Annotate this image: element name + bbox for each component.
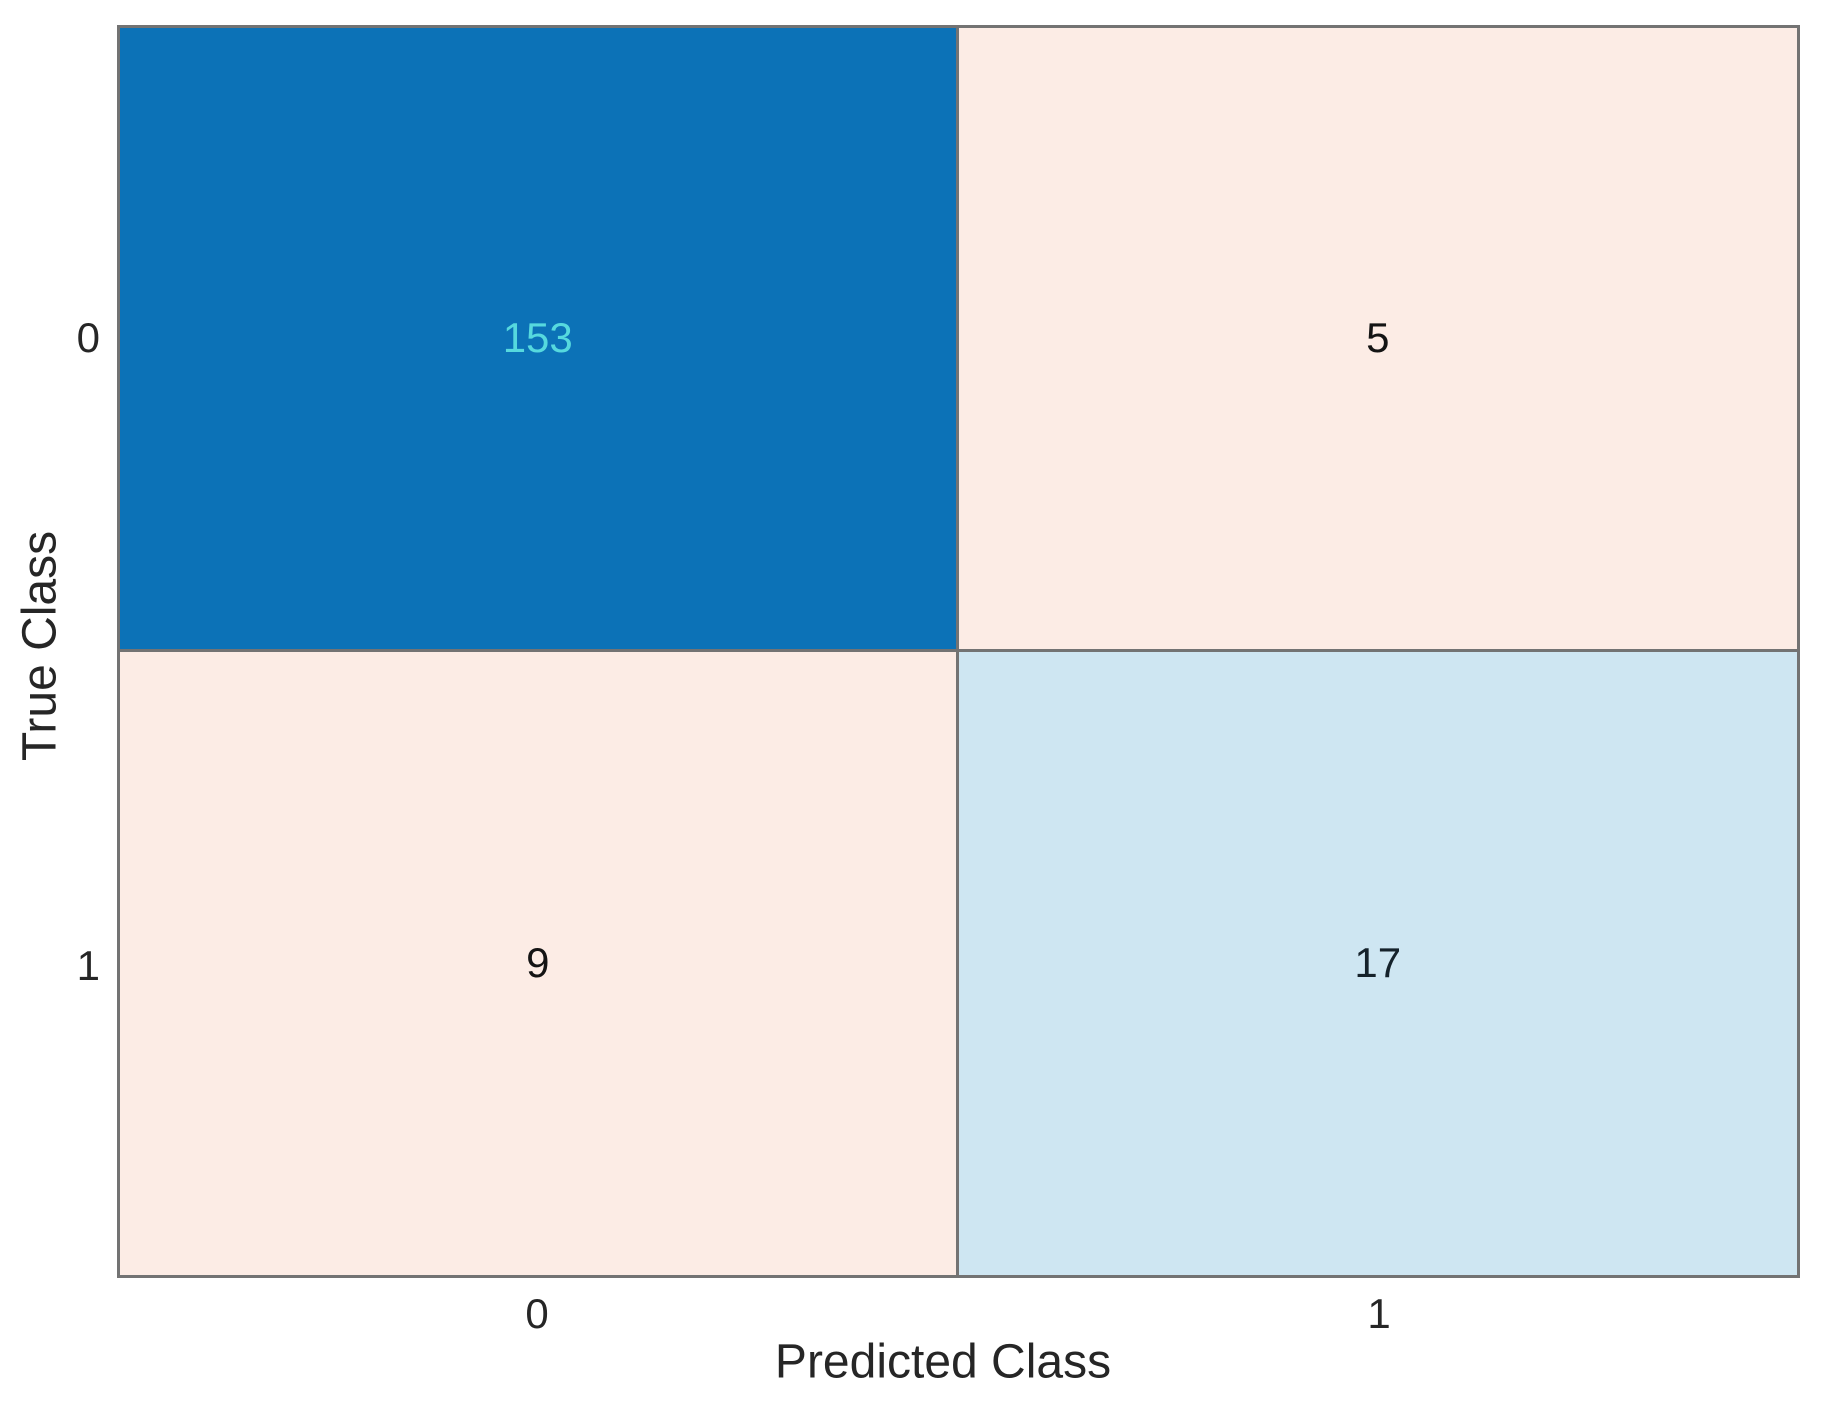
cell-value-true0-pred0: 153 [502,314,573,362]
cell-value-true1-pred1: 17 [1354,939,1402,987]
y-axis-label: True Class [13,530,67,762]
x-tick-label-1: 1 [1367,1290,1391,1337]
x-tick-label-0: 0 [525,1290,549,1337]
y-tick-label-1: 1 [76,942,100,989]
cell-value-true1-pred0: 9 [526,939,550,987]
x-axis-label: Predicted Class [774,1335,1112,1389]
y-tick-label-0: 0 [76,314,100,361]
matrix-cell-true1-pred0: 9 [120,651,959,1275]
matrix-cell-true0-pred0: 153 [120,28,959,652]
confusion-matrix-grid: 153 5 9 17 [117,25,1800,1278]
matrix-cell-true0-pred1: 5 [958,28,1797,652]
cell-value-true0-pred1: 5 [1366,314,1390,362]
matrix-cell-true1-pred1: 17 [958,651,1797,1275]
